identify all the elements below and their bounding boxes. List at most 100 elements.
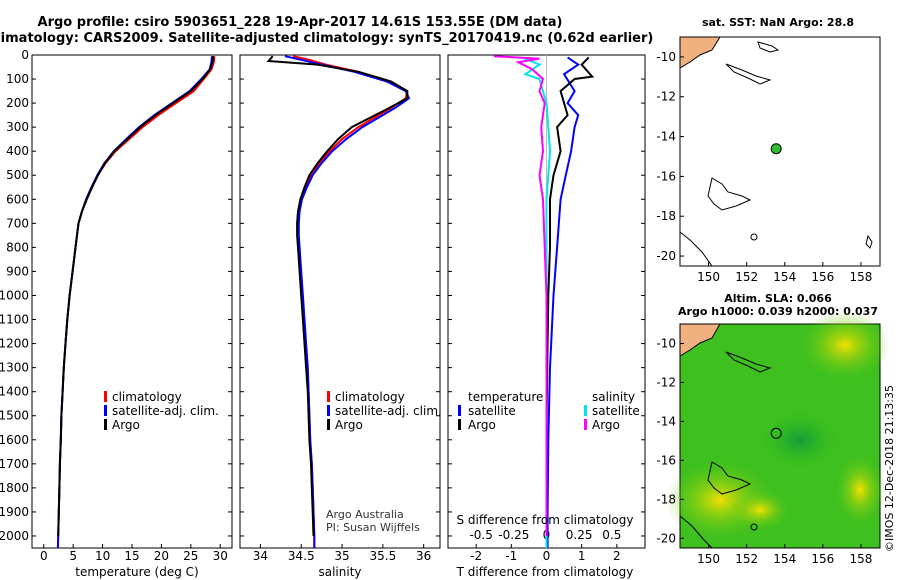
map-y-tick-label: -16 bbox=[656, 169, 676, 183]
map-x-tick-label: 152 bbox=[735, 270, 758, 284]
credit-text: ©IMOS 12-Dec-2018 21:13:35 bbox=[883, 385, 896, 552]
legend-swatch-t-argo bbox=[458, 419, 461, 430]
map-bottom-reef bbox=[707, 461, 752, 495]
map-y-tick-label: -12 bbox=[656, 90, 676, 104]
y-tick-label: 300 bbox=[6, 120, 29, 134]
y-tick-label: 1500 bbox=[0, 409, 29, 423]
y-tick-label: 1400 bbox=[0, 385, 29, 399]
series-line-argo bbox=[57, 56, 215, 537]
x-tick-label: 34.5 bbox=[288, 549, 315, 563]
legend-swatch-satellite bbox=[104, 405, 107, 416]
legend-s-satellite: satellite bbox=[592, 404, 640, 418]
y-tick-label: 400 bbox=[6, 144, 29, 158]
legend-swatch-argo bbox=[104, 419, 107, 430]
x-tick-label: 15 bbox=[124, 549, 139, 563]
x-tick-label: 20 bbox=[154, 549, 169, 563]
temperature-panel: 0 5 10 15 20 25 30 bbox=[31, 54, 233, 563]
title-line2: Climatology: CARS2009. Satellite-adjuste… bbox=[0, 31, 653, 46]
legend-argo: Argo bbox=[335, 418, 363, 432]
map-top-coast bbox=[679, 230, 713, 267]
legend-swatch-s-satellite bbox=[584, 405, 587, 416]
y-tick-label: 500 bbox=[6, 168, 29, 182]
x-tick-label: 1 bbox=[578, 549, 586, 563]
x-tick-label: 5 bbox=[69, 549, 77, 563]
map-bottom-title1: Altim. SLA: 0.066 bbox=[724, 292, 832, 305]
map-y-tick-label: -20 bbox=[656, 531, 676, 545]
map-x-tick-label: 154 bbox=[773, 270, 796, 284]
x-tick-label: 2 bbox=[613, 549, 621, 563]
legend-temperature-title: temperature bbox=[468, 390, 543, 404]
salinity-xlabel: salinity bbox=[318, 565, 361, 579]
s-tick-label: 0.25 bbox=[566, 528, 593, 542]
difference-panel: -2 -1 0 1 2-0.5 -0.25 0 0.25 0.5 bbox=[447, 54, 646, 563]
title-line1: Argo profile: csiro 5903651_228 19-Apr-2… bbox=[38, 15, 563, 30]
y-tick-label: 200 bbox=[6, 96, 29, 110]
y-tick-label: 0 bbox=[21, 48, 29, 62]
legend-satellite: satellite-adj. clim. bbox=[112, 404, 219, 418]
y-tick-label: 1200 bbox=[0, 337, 29, 351]
x-tick-label: 30 bbox=[213, 549, 228, 563]
map-bottom-islet bbox=[750, 523, 758, 531]
x-tick-label: 35 bbox=[334, 549, 349, 563]
difference-legend: temperature satellite Argo salinity sate… bbox=[458, 390, 640, 432]
diff-xlabel: T difference from climatology bbox=[456, 565, 634, 579]
sla-low-centre bbox=[760, 410, 840, 470]
map-x-tick-label: 156 bbox=[811, 552, 834, 566]
x-tick-label: 0 bbox=[40, 549, 48, 563]
map-bottom-profile-marker bbox=[770, 427, 782, 439]
map-x-tick-label: 158 bbox=[849, 270, 872, 284]
y-tick-label: 700 bbox=[6, 216, 29, 230]
map-bottom bbox=[665, 310, 890, 549]
series-line-t-argo bbox=[545, 56, 595, 536]
map-y-tick-label: -18 bbox=[656, 492, 676, 506]
legend-argo: Argo bbox=[112, 418, 140, 432]
s-tick-label: -0.25 bbox=[498, 528, 529, 542]
map-bottom-coast bbox=[679, 514, 714, 549]
map-y-tick-label: -18 bbox=[656, 209, 676, 223]
sla-high-ne bbox=[800, 310, 890, 380]
salinity-legend: climatology satellite-adj. clim. Argo bbox=[327, 390, 442, 432]
legend-swatch-s-argo bbox=[584, 419, 587, 430]
map-y-tick-label: -10 bbox=[656, 50, 676, 64]
y-tick-label: 2000 bbox=[0, 529, 29, 543]
depth-axis: 0 100 200 300 400 500 600 700 800 900 1000 1100 1200… bbox=[0, 48, 29, 543]
map-x-tick-label: 150 bbox=[697, 552, 720, 566]
map-top-axes: 150 152 154 156 158 -10 -12 -14 -16 -18 -20 bbox=[656, 50, 872, 284]
y-tick-label: 1600 bbox=[0, 433, 29, 447]
diff-xlabel-top: S difference from climatology bbox=[457, 513, 634, 527]
y-tick-label: 1800 bbox=[0, 481, 29, 495]
map-top-islet bbox=[750, 233, 758, 241]
series-line-s-argo bbox=[493, 55, 548, 536]
y-tick-label: 1900 bbox=[0, 505, 29, 519]
map-x-tick-label: 154 bbox=[773, 552, 796, 566]
sla-high-s bbox=[730, 490, 790, 530]
map-x-tick-label: 150 bbox=[697, 270, 720, 284]
map-x-tick-label: 156 bbox=[811, 270, 834, 284]
legend-salinity-title: salinity bbox=[592, 390, 635, 404]
map-top-island-solomon bbox=[725, 63, 772, 85]
legend-swatch-climatology bbox=[327, 391, 330, 402]
y-tick-label: 1700 bbox=[0, 457, 29, 471]
plot-frame bbox=[31, 54, 233, 549]
annotation-org: Argo Australia bbox=[326, 508, 404, 521]
x-tick-label: 0 bbox=[543, 549, 551, 563]
x-tick-label: 25 bbox=[183, 549, 198, 563]
s-tick-label: 0.5 bbox=[602, 528, 621, 542]
legend-satellite: satellite-adj. clim. bbox=[335, 404, 442, 418]
salinity-panel: 34 34.5 35 35.5 36 bbox=[239, 54, 441, 563]
map-top-profile-marker bbox=[770, 143, 782, 155]
legend-swatch-t-satellite bbox=[458, 405, 461, 416]
map-top-title: sat. SST: NaN Argo: 28.8 bbox=[702, 16, 854, 29]
series-line-argo bbox=[266, 55, 409, 537]
x-tick-label: -2 bbox=[470, 549, 482, 563]
legend-t-satellite: satellite bbox=[468, 404, 516, 418]
y-tick-label: 1100 bbox=[0, 313, 29, 327]
legend-swatch-satellite bbox=[327, 405, 330, 416]
sla-high-se bbox=[835, 455, 885, 525]
map-y-tick-label: -12 bbox=[656, 375, 676, 389]
x-tick-label: -1 bbox=[505, 549, 517, 563]
legend-climatology: climatology bbox=[335, 390, 405, 404]
map-top-islet-east bbox=[865, 234, 873, 249]
x-tick-label: 35.5 bbox=[369, 549, 396, 563]
